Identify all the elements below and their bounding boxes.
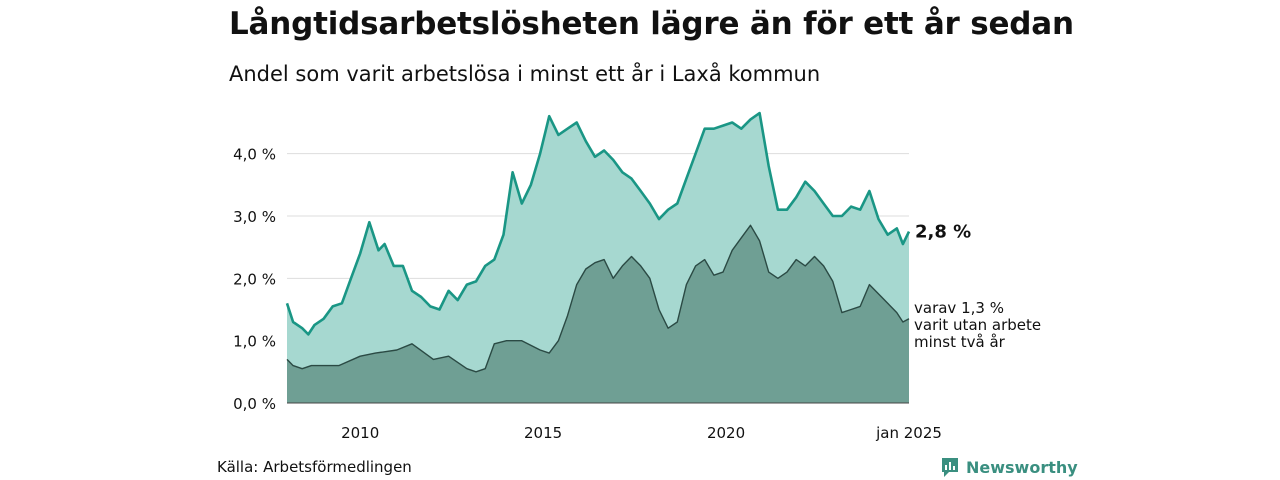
x-tick-label: jan 2025 xyxy=(875,424,942,442)
series-area xyxy=(287,225,909,403)
newsworthy-icon xyxy=(942,458,958,477)
y-tick-label: 1,0 % xyxy=(233,333,276,351)
brand-name: Newsworthy xyxy=(966,457,1078,477)
x-tick-label: 2015 xyxy=(524,424,562,442)
brand-logo: Newsworthy xyxy=(940,456,1078,478)
chart-subtitle: Andel som varit arbetslösa i minst ett å… xyxy=(229,62,821,86)
x-tick-label: 2020 xyxy=(707,424,745,442)
chart-title: Långtidsarbetslösheten lägre än för ett … xyxy=(229,6,1074,42)
y-tick-label: 2,0 % xyxy=(233,270,276,288)
source-text: Källa: Arbetsförmedlingen xyxy=(217,458,412,476)
x-tick-label: 2010 xyxy=(341,424,379,442)
end-value-label: 2,8 % xyxy=(915,222,971,243)
series-line xyxy=(285,111,911,336)
series-line xyxy=(286,224,910,373)
y-axis-ticks: 0,0 % 1,0 % 2,0 % 3,0 % 4,0 % xyxy=(233,146,276,413)
y-tick-label: 0,0 % xyxy=(233,395,276,413)
note-line: minst två år xyxy=(914,333,1005,351)
note-line: varit utan arbete xyxy=(914,316,1042,334)
y-tick-label: 3,0 % xyxy=(233,208,276,226)
two-year-note: varav 1,3 % varit utan arbete minst två … xyxy=(914,300,1041,351)
x-axis-ticks: 2010 2015 2020 jan 2025 xyxy=(341,424,942,442)
note-line: varav 1,3 % xyxy=(914,299,1004,317)
chart-areas xyxy=(285,111,911,404)
y-tick-label: 4,0 % xyxy=(233,146,276,164)
